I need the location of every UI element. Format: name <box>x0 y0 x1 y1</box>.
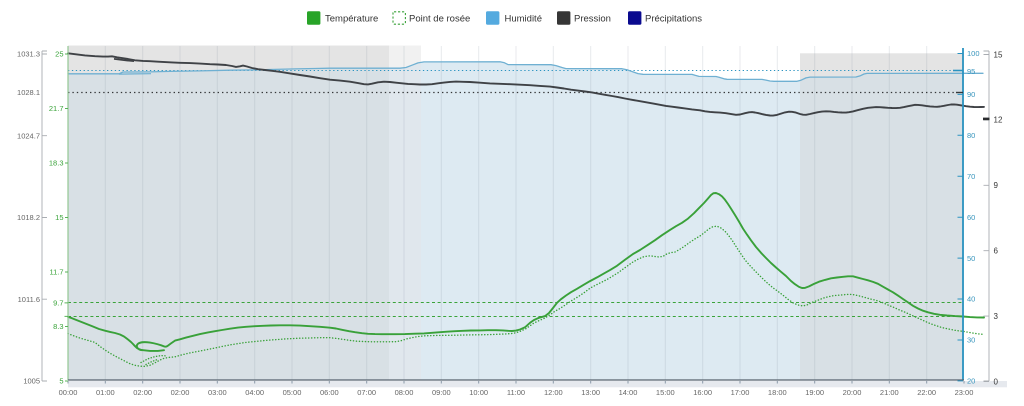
svg-text:15: 15 <box>994 50 1003 59</box>
svg-text:0: 0 <box>994 377 999 386</box>
svg-text:Pression: Pression <box>574 13 611 24</box>
svg-text:60: 60 <box>967 213 975 222</box>
svg-text:95: 95 <box>967 67 975 76</box>
svg-text:22:00: 22:00 <box>917 388 936 397</box>
svg-text:11:00: 11:00 <box>507 388 525 397</box>
svg-text:03:00: 03:00 <box>208 388 227 397</box>
svg-text:Humidité: Humidité <box>505 13 543 24</box>
svg-text:00:00: 00:00 <box>59 388 78 397</box>
svg-text:Température: Température <box>325 13 378 24</box>
svg-text:9.7: 9.7 <box>53 299 63 308</box>
svg-text:04:00: 04:00 <box>245 388 264 397</box>
svg-text:18:00: 18:00 <box>768 388 787 397</box>
svg-text:1011.6: 1011.6 <box>18 295 40 304</box>
svg-text:3: 3 <box>994 312 999 321</box>
svg-text:18.3: 18.3 <box>49 159 64 168</box>
svg-text:1031.3: 1031.3 <box>17 50 40 59</box>
svg-text:08:00: 08:00 <box>395 388 414 397</box>
svg-text:21.7: 21.7 <box>49 104 64 113</box>
svg-text:12: 12 <box>994 116 1003 125</box>
svg-text:1005: 1005 <box>23 377 40 386</box>
svg-text:20: 20 <box>967 377 975 386</box>
svg-text:90: 90 <box>967 90 975 99</box>
svg-text:70: 70 <box>967 172 975 181</box>
svg-text:10:00: 10:00 <box>469 388 488 397</box>
svg-text:15: 15 <box>55 213 63 222</box>
svg-text:1028.1: 1028.1 <box>17 88 40 97</box>
svg-text:21:00: 21:00 <box>880 388 899 397</box>
svg-text:1018.2: 1018.2 <box>17 213 40 222</box>
svg-text:02:00: 02:00 <box>171 388 190 397</box>
svg-text:Point de rosée: Point de rosée <box>409 13 470 24</box>
svg-text:17:00: 17:00 <box>731 388 750 397</box>
svg-text:Précipitations: Précipitations <box>645 13 702 24</box>
svg-text:80: 80 <box>967 131 975 140</box>
svg-text:5: 5 <box>59 377 63 386</box>
svg-text:6: 6 <box>994 247 999 256</box>
svg-text:23:00: 23:00 <box>955 388 974 397</box>
svg-text:1024.7: 1024.7 <box>17 131 40 140</box>
svg-text:40: 40 <box>967 295 975 304</box>
svg-text:16:00: 16:00 <box>693 388 712 397</box>
svg-text:09:00: 09:00 <box>432 388 451 397</box>
svg-text:02:00: 02:00 <box>133 388 152 397</box>
svg-text:20:00: 20:00 <box>843 388 862 397</box>
svg-text:25: 25 <box>55 50 63 59</box>
svg-text:13:00: 13:00 <box>581 388 600 397</box>
svg-text:15:00: 15:00 <box>656 388 675 397</box>
svg-text:01:00: 01:00 <box>96 388 115 397</box>
svg-text:05:00: 05:00 <box>283 388 302 397</box>
svg-text:06:00: 06:00 <box>320 388 339 397</box>
svg-text:19:00: 19:00 <box>805 388 824 397</box>
svg-text:30: 30 <box>967 336 975 345</box>
svg-text:07:00: 07:00 <box>357 388 376 397</box>
svg-text:12:00: 12:00 <box>544 388 563 397</box>
svg-text:14:00: 14:00 <box>619 388 638 397</box>
svg-text:11.7: 11.7 <box>49 268 63 277</box>
svg-text:100: 100 <box>967 49 980 58</box>
svg-text:50: 50 <box>967 254 975 263</box>
svg-text:8.3: 8.3 <box>53 322 63 331</box>
svg-text:9: 9 <box>994 181 999 190</box>
